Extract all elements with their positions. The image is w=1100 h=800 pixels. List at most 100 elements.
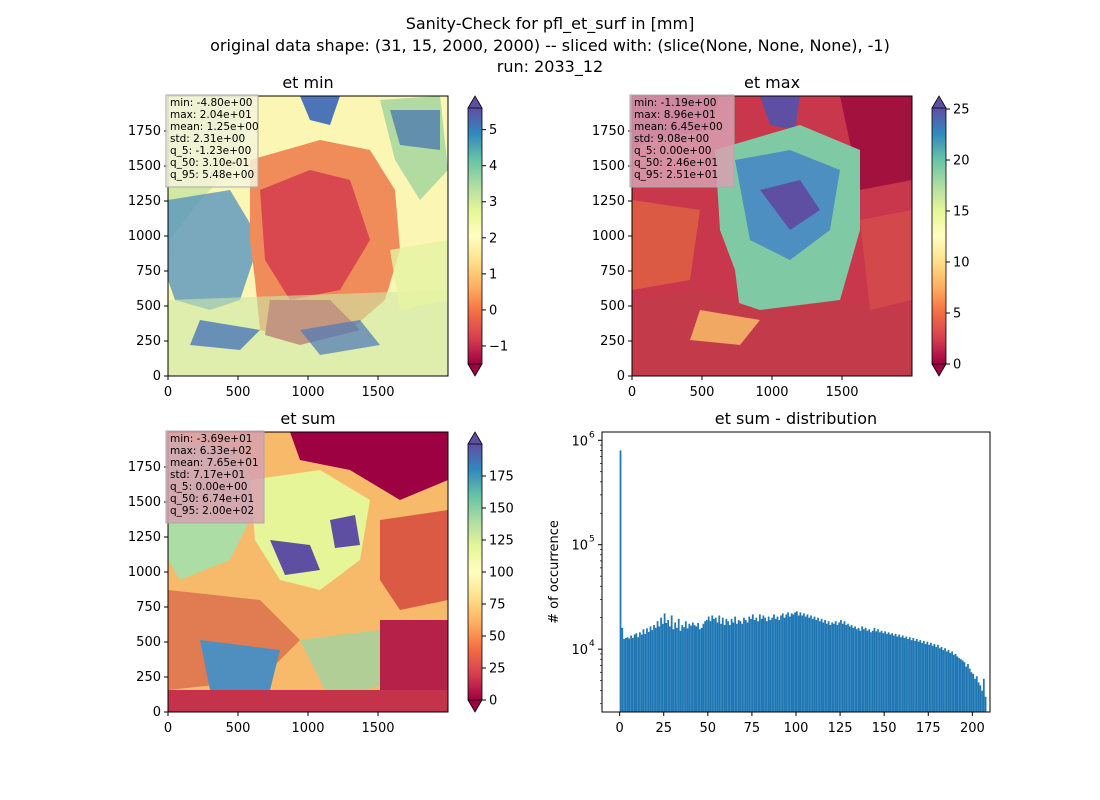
histogram-bar xyxy=(639,632,641,712)
histogram-bar xyxy=(868,629,871,712)
histogram-bar xyxy=(728,625,731,712)
colorbar-tick-label: 15 xyxy=(953,205,970,220)
histogram-bar xyxy=(788,616,791,712)
heatmap-et-min xyxy=(168,96,448,376)
ytick-exponent: 4 xyxy=(589,639,595,649)
histogram-bar xyxy=(730,618,733,712)
ytick-label: 0 xyxy=(153,705,161,720)
ytick-label: 750 xyxy=(600,264,625,279)
histogram-bar xyxy=(880,630,883,712)
histogram-bar xyxy=(825,623,828,712)
stat-line: max: 6.33e+02 xyxy=(170,445,252,457)
histogram-bar xyxy=(963,662,966,712)
ytick-label: 0 xyxy=(153,369,161,384)
stat-line: q_5: 0.00e+00 xyxy=(634,145,711,157)
histogram-bar xyxy=(727,621,729,712)
histogram-bar xyxy=(894,633,897,712)
histogram-bar xyxy=(960,659,962,712)
colorbar-tick-label: 0 xyxy=(489,694,497,709)
histogram-bar xyxy=(893,635,895,712)
histogram-bar xyxy=(691,622,694,712)
histogram-bar xyxy=(780,615,782,712)
histogram-bar xyxy=(933,643,936,712)
xtick-label: 1000 xyxy=(291,385,324,400)
histogram-bar xyxy=(758,614,761,712)
histogram-bar xyxy=(755,617,758,712)
histogram-bar xyxy=(813,616,816,712)
histogram-bar xyxy=(771,617,774,712)
histogram-bar xyxy=(744,620,747,712)
histogram-bar xyxy=(674,622,677,712)
histogram-bar xyxy=(885,633,888,712)
axis-y-et-max: 0 250 500 750 1000 1250 1500 1750 xyxy=(592,124,632,384)
stat-line: mean: 7.65e+01 xyxy=(170,457,259,469)
xtick-label: 25 xyxy=(655,721,672,736)
histogram-bar xyxy=(640,634,643,712)
colorbar-tick-label: 25 xyxy=(489,662,506,677)
histogram-bar xyxy=(945,651,948,712)
histogram-bar xyxy=(931,645,934,712)
ytick-label: 10 xyxy=(571,643,588,658)
histogram-bar xyxy=(956,656,959,712)
colorbar-tick-label: 20 xyxy=(953,154,970,169)
histogram-bar xyxy=(982,678,985,712)
histogram-bar xyxy=(898,634,901,712)
colorbar-tick-label: 5 xyxy=(489,123,497,138)
histogram-bar xyxy=(665,622,668,712)
histogram-bars xyxy=(619,450,987,712)
histogram-bar xyxy=(903,637,906,712)
histogram-bar xyxy=(653,625,655,712)
histogram-bar xyxy=(974,678,976,712)
histogram-bar xyxy=(713,618,715,712)
xtick-label: 500 xyxy=(690,385,715,400)
histogram-bar xyxy=(769,620,772,712)
histogram-bar xyxy=(741,623,744,712)
xtick-label: 150 xyxy=(872,721,897,736)
histogram-bar xyxy=(922,640,925,712)
xtick-label: 0 xyxy=(628,385,636,400)
ytick-label: 0 xyxy=(617,369,625,384)
histogram-bar xyxy=(944,648,946,712)
histogram-bar xyxy=(875,631,878,712)
histogram-bar xyxy=(660,617,662,712)
histogram-bar xyxy=(940,646,943,712)
histogram-bar xyxy=(642,629,645,712)
colorbar-tick-label: 4 xyxy=(489,159,497,174)
ytick-label: 750 xyxy=(136,264,161,279)
histogram-bar xyxy=(679,630,682,712)
histogram-bar xyxy=(938,648,941,712)
histogram-bar xyxy=(840,620,842,712)
ytick-label: 1500 xyxy=(128,159,161,174)
xtick-label: 1500 xyxy=(825,385,858,400)
histogram-bar xyxy=(695,626,698,712)
histogram-bar xyxy=(870,632,872,712)
histogram-bar xyxy=(647,631,650,712)
histogram-bar xyxy=(979,685,982,712)
xtick-label: 50 xyxy=(700,721,717,736)
histogram-bar xyxy=(811,618,814,712)
histogram-bar xyxy=(781,613,784,712)
histogram-bar xyxy=(748,616,751,712)
xtick-label: 1500 xyxy=(361,385,394,400)
histogram-bar xyxy=(773,614,775,712)
histogram-bar xyxy=(760,618,763,712)
histogram-bar xyxy=(736,623,738,712)
histogram-bar xyxy=(859,630,862,712)
histogram-bar xyxy=(677,618,680,712)
histogram-bar xyxy=(776,616,779,712)
histogram-bar xyxy=(952,654,955,712)
histogram-bar xyxy=(718,615,721,712)
histogram-bar xyxy=(646,628,648,712)
stat-line: mean: 6.45e+00 xyxy=(634,121,723,133)
histogram-bar xyxy=(732,622,735,712)
xtick-label: 200 xyxy=(960,721,985,736)
histogram-bar xyxy=(637,637,640,712)
histogram-bar xyxy=(797,615,800,712)
xtick-label: 75 xyxy=(744,721,761,736)
histogram-bar xyxy=(942,650,945,712)
histogram-bar xyxy=(912,637,915,712)
panel-title-et-max: et max xyxy=(744,73,800,92)
histogram-bar xyxy=(921,642,923,712)
histogram-bar xyxy=(702,623,705,712)
ytick-label: 250 xyxy=(136,334,161,349)
